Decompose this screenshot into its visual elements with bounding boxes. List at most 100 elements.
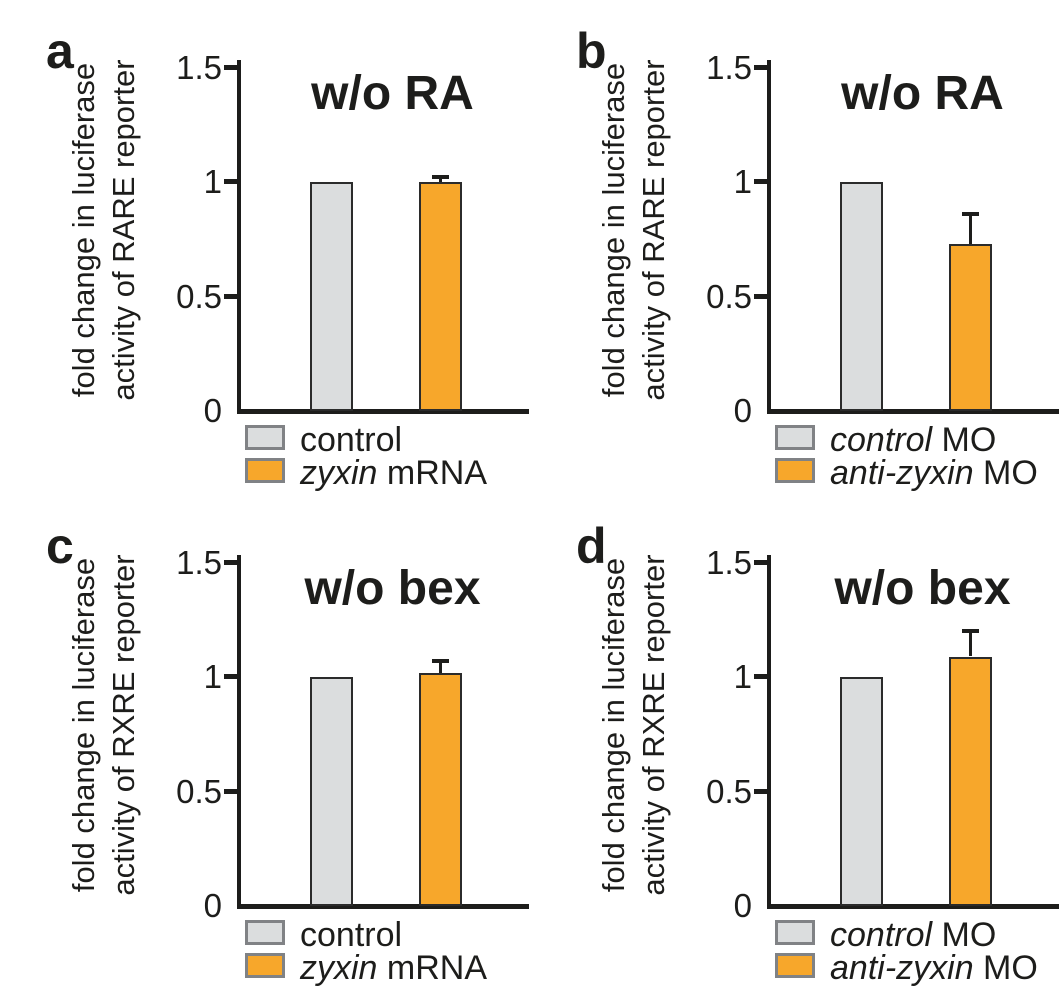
panel-c: c fold change in luciferase activity of … (0, 495, 530, 990)
error-bar (432, 175, 449, 182)
chart-title: w/o bex (304, 562, 481, 615)
y-axis-line (767, 60, 771, 413)
y-axis-label-line2: activity of RXRE reporter (106, 554, 141, 896)
error-bar-stem (969, 629, 972, 656)
chart-title: w/o RA (841, 67, 1004, 120)
x-axis-line (237, 904, 529, 909)
error-bar-cap (962, 212, 979, 216)
bar-treatment (949, 244, 992, 411)
chart-title: w/o RA (311, 67, 474, 120)
y-tick-mark (754, 65, 771, 70)
legend-swatch-gray (775, 425, 815, 450)
legend-swatch-gray (775, 920, 815, 945)
panel-letter: d (576, 518, 607, 574)
y-tick-mark (224, 560, 241, 565)
y-tick-label-0-5: 0.5 (176, 278, 222, 315)
y-tick-mark (754, 789, 771, 794)
legend-label-regular: control (300, 916, 403, 954)
y-axis-label-line1: fold change in luciferase (596, 557, 631, 893)
legend-swatch-orange (775, 458, 815, 483)
y-tick-label-1: 1 (733, 658, 752, 695)
y-axis-label-line2: activity of RARE reporter (106, 59, 141, 401)
error-bar (962, 212, 979, 244)
legend-label-italic: anti-zyxin (830, 949, 974, 987)
legend-label-regular: mRNA (377, 949, 488, 987)
legend-label-regular: control (300, 421, 403, 459)
y-tick-label-1-5: 1.5 (176, 544, 222, 581)
y-tick-label-0: 0 (203, 392, 222, 429)
y-tick-mark (224, 674, 241, 679)
y-tick-label-0: 0 (733, 392, 752, 429)
y-tick-label-1-5: 1.5 (706, 49, 752, 86)
y-axis-label-line2: activity of RARE reporter (636, 59, 671, 401)
x-axis-line (767, 409, 1059, 414)
chart-title: w/o bex (834, 562, 1011, 615)
legend-label: control MO (830, 423, 996, 457)
legend-label-italic: control (830, 421, 933, 459)
error-bar-cap (432, 659, 449, 663)
legend-swatch-orange (245, 458, 285, 483)
legend-label-regular: MO (932, 916, 997, 954)
y-axis-line (237, 60, 241, 413)
x-axis-line (767, 904, 1059, 909)
y-axis-label-line1: fold change in luciferase (596, 62, 631, 398)
bar-treatment (419, 673, 462, 906)
panel-b: b fold change in luciferase activity of … (530, 0, 1060, 495)
y-tick-label-1: 1 (203, 658, 222, 695)
y-axis-label: fold change in luciferase activity of RX… (594, 545, 706, 905)
y-tick-mark (754, 294, 771, 299)
error-bar (432, 659, 449, 673)
y-axis-line (767, 555, 771, 908)
y-tick-label-1-5: 1.5 (176, 49, 222, 86)
y-tick-label-1: 1 (733, 163, 752, 200)
error-bar-stem (969, 212, 972, 244)
legend-label-regular: mRNA (377, 454, 488, 492)
y-tick-mark (754, 560, 771, 565)
bar-control (840, 677, 883, 906)
legend-swatch-gray (245, 425, 285, 450)
legend-label: zyxin mRNA (300, 951, 487, 985)
legend-label: zyxin mRNA (300, 456, 487, 490)
legend-label: control (300, 423, 402, 457)
panel-a: a fold change in luciferase activity of … (0, 0, 530, 495)
y-tick-label-0: 0 (203, 887, 222, 924)
y-tick-mark (754, 179, 771, 184)
bar-treatment (949, 657, 992, 906)
bar-control (840, 182, 883, 411)
panel-letter: b (576, 23, 607, 79)
legend-label-regular: MO (973, 454, 1038, 492)
legend-swatch-orange (775, 953, 815, 978)
y-tick-label-0-5: 0.5 (706, 773, 752, 810)
y-axis-label: fold change in luciferase activity of RX… (64, 545, 176, 905)
y-tick-mark (224, 789, 241, 794)
legend-label: anti-zyxin MO (830, 456, 1038, 490)
bar-treatment (419, 182, 462, 411)
y-tick-label-1-5: 1.5 (706, 544, 752, 581)
legend-label-italic: zyxin (300, 949, 378, 987)
y-axis-label-line1: fold change in luciferase (66, 557, 101, 893)
legend-label-regular: MO (932, 421, 997, 459)
y-tick-label-0: 0 (733, 887, 752, 924)
legend-swatch-orange (245, 953, 285, 978)
y-tick-mark (224, 179, 241, 184)
error-bar (962, 629, 979, 656)
y-tick-mark (224, 294, 241, 299)
y-tick-mark (754, 674, 771, 679)
x-axis-line (237, 409, 529, 414)
panel-d: d fold change in luciferase activity of … (530, 495, 1060, 990)
y-tick-mark (224, 65, 241, 70)
bar-control (310, 677, 353, 906)
error-bar-cap (432, 175, 449, 179)
legend-label: control (300, 918, 402, 952)
y-axis-line (237, 555, 241, 908)
y-axis-label-line1: fold change in luciferase (66, 62, 101, 398)
legend-label-italic: control (830, 916, 933, 954)
bar-control (310, 182, 353, 411)
y-tick-label-0-5: 0.5 (706, 278, 752, 315)
panel-letter: a (46, 23, 74, 79)
legend-label: control MO (830, 918, 996, 952)
legend-swatch-gray (245, 920, 285, 945)
panel-letter: c (46, 518, 74, 574)
error-bar-stem (439, 659, 442, 673)
